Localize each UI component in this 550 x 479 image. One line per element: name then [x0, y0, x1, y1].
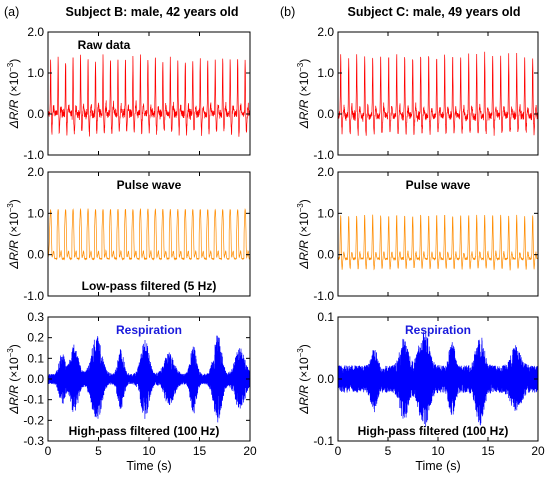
y-tick-label: 0.0 — [27, 372, 44, 386]
y-axis-label: ΔR/R (×10−3) — [296, 344, 311, 415]
y-tick-label: 0.3 — [27, 310, 44, 324]
panel-annotation: Pulse wave — [406, 178, 471, 192]
panel-annotation-secondary: High-pass filtered (100 Hz) — [69, 424, 220, 438]
x-tick-label: 20 — [531, 444, 545, 458]
x-tick-label: 15 — [481, 444, 495, 458]
x-tick-label: 5 — [95, 444, 102, 458]
y-tick-label: 0.0 — [27, 248, 44, 262]
x-tick-label: 15 — [193, 444, 207, 458]
x-tick-label: 5 — [385, 444, 392, 458]
y-tick-label: 1.0 — [317, 206, 334, 220]
y-axis-label: ΔR/R (×10−3) — [6, 344, 21, 415]
panel-annotation: Respiration — [405, 323, 471, 337]
y-tick-label: 1.0 — [27, 206, 44, 220]
y-tick-label: 2.0 — [317, 25, 334, 39]
y-tick-label: -0.1 — [313, 434, 334, 448]
y-tick-label: -1.0 — [313, 289, 334, 303]
y-tick-label: 0.2 — [27, 331, 44, 345]
y-axis-label: ΔR/R (×10−3) — [296, 199, 311, 270]
series-line — [47, 207, 251, 261]
x-tick-label: 10 — [431, 444, 445, 458]
y-tick-label: 0.1 — [27, 351, 44, 365]
series-line — [47, 335, 251, 423]
chart-panel-b-3: -0.1 0.0 0.1 0 5 10 15 20 ΔR/R (×10−3) Respiratio… — [296, 310, 545, 473]
series-line — [337, 51, 539, 136]
y-tick-label: 2.0 — [317, 165, 334, 179]
y-axis-label: ΔR/R (×10−3) — [296, 59, 311, 130]
y-axis-label: ΔR/R (×10−3) — [6, 199, 21, 270]
chart-panel-a-3: -0.3 -0.2 -0.1 0.0 0.1 0.2 0.3 0 5 10 15 20 ΔR/R (×1… — [6, 310, 257, 473]
column-title-b: Subject C: male, 49 years old — [348, 5, 521, 19]
series-line — [337, 331, 539, 427]
y-tick-label: -1.0 — [23, 289, 44, 303]
panel-annotation: Respiration — [116, 323, 182, 337]
y-tick-label: -0.1 — [23, 393, 44, 407]
y-tick-label: -0.3 — [23, 434, 44, 448]
x-axis-label: Time (s) — [126, 459, 171, 473]
y-tick-label: 0.0 — [317, 248, 334, 262]
y-axis-label: ΔR/R (×10−3) — [6, 59, 21, 130]
y-tick-label: 0.1 — [317, 310, 334, 324]
y-tick-label: 0.0 — [27, 107, 44, 121]
panel-letter-a: (a) — [4, 5, 19, 19]
x-tick-label: 0 — [335, 444, 342, 458]
y-tick-label: 2.0 — [27, 25, 44, 39]
y-tick-label: -1.0 — [23, 148, 44, 162]
chart-panel-a-1: -1.0 0.0 1.0 2.0 ΔR/R (×10−3) Raw data — [6, 25, 251, 162]
chart-panel-a-2: -1.0 0.0 1.0 2.0 ΔR/R (×10−3) Pulse wave Low-p… — [6, 165, 251, 303]
panel-letter-b: (b) — [280, 5, 295, 19]
panel-annotation: Pulse wave — [117, 178, 182, 192]
x-axis-label: Time (s) — [415, 459, 460, 473]
series-line — [47, 54, 251, 137]
y-tick-label: -1.0 — [313, 148, 334, 162]
y-tick-label: -0.2 — [23, 413, 44, 427]
chart-panel-b-2: -1.0 0.0 1.0 2.0 ΔR/R (×10−3) Pulse wave — [296, 165, 539, 303]
column-title-a: Subject B: male, 42 years old — [66, 5, 239, 19]
x-tick-label: 20 — [243, 444, 257, 458]
panel-annotation: Raw data — [78, 38, 131, 52]
series-line — [337, 214, 539, 271]
chart-panel-b-1: -1.0 0.0 1.0 2.0 ΔR/R (×10−3) — [296, 25, 539, 162]
y-tick-label: 1.0 — [27, 66, 44, 80]
panel-annotation-secondary: High-pass filtered (100 Hz) — [358, 424, 509, 438]
panel-annotation-secondary: Low-pass filtered (5 Hz) — [82, 279, 217, 293]
x-tick-label: 0 — [45, 444, 52, 458]
y-tick-label: 0.0 — [317, 372, 334, 386]
y-tick-label: 0.0 — [317, 107, 334, 121]
y-tick-label: 1.0 — [317, 66, 334, 80]
x-tick-label: 10 — [142, 444, 156, 458]
y-tick-label: 2.0 — [27, 165, 44, 179]
